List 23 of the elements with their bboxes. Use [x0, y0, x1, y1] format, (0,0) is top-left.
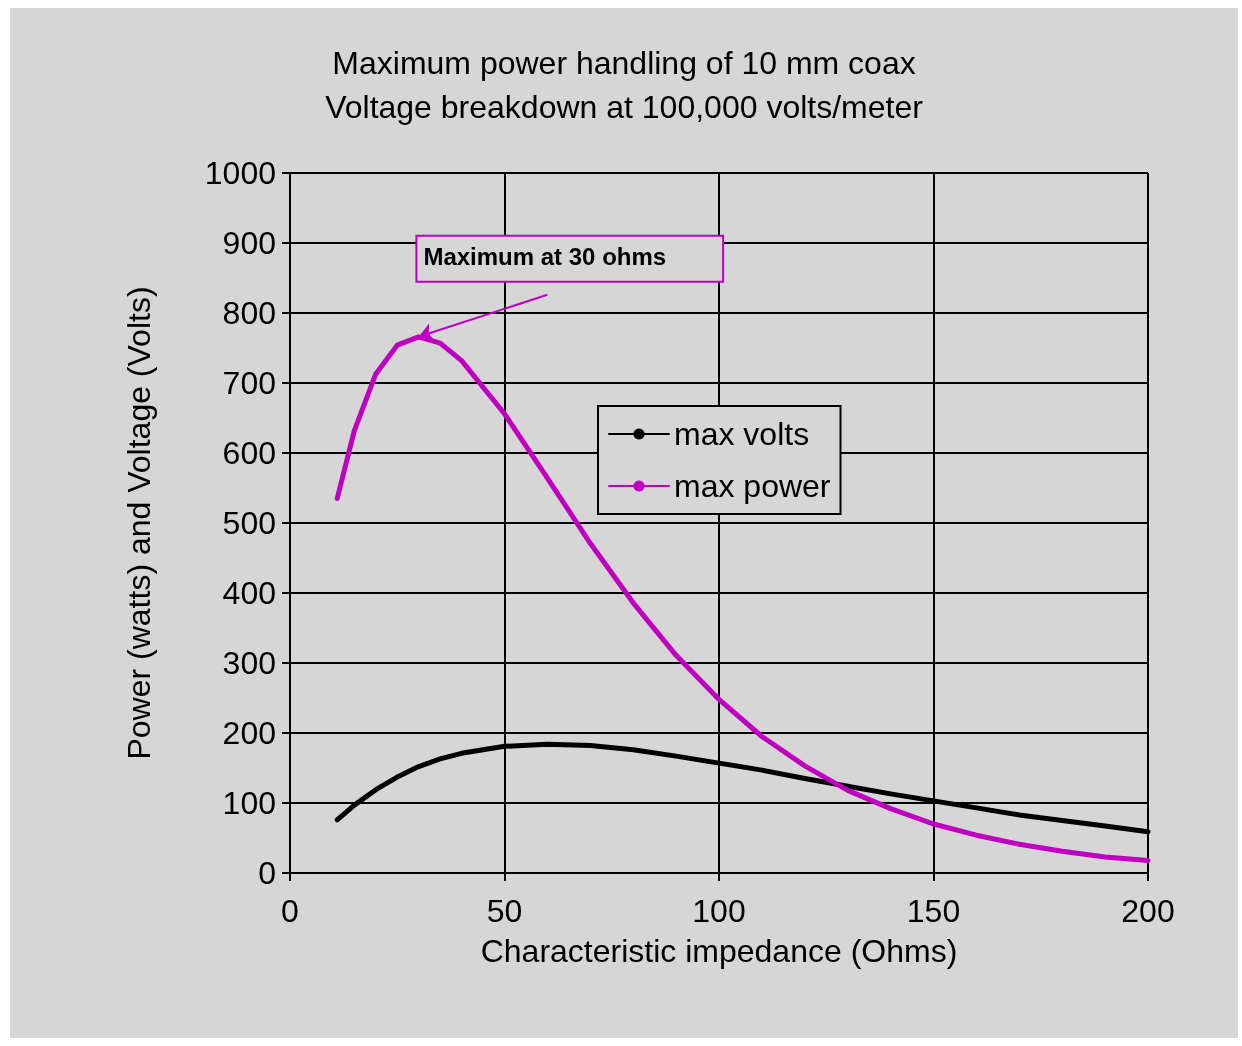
- y-tick-label: 200: [222, 715, 276, 751]
- y-axis-title: Power (watts) and Voltage (Volts): [121, 286, 157, 760]
- x-axis-title: Characteristic impedance (Ohms): [480, 933, 958, 969]
- x-tick-label: 150: [906, 893, 961, 929]
- x-tick-label: 0: [281, 893, 299, 929]
- chart-title: Maximum power handling of 10 mm coax: [332, 45, 916, 81]
- annotation: Maximum at 30 ohms: [423, 243, 667, 271]
- y-tick-label: 100: [222, 785, 276, 821]
- x-tick-label: 200: [1121, 893, 1175, 929]
- legend-label: max power: [674, 468, 831, 504]
- y-tick-label: 300: [222, 645, 276, 681]
- y-tick-label: 400: [222, 575, 276, 611]
- y-tick-label: 900: [222, 225, 276, 261]
- y-tick-label: 1000: [204, 155, 276, 191]
- x-tick-label: 100: [692, 893, 746, 929]
- y-tick-label: 700: [222, 365, 276, 401]
- y-tick-label: 800: [222, 295, 276, 331]
- chart-subtitle: Voltage breakdown at 100,000 volts/meter: [325, 89, 924, 125]
- y-tick-label: 0: [258, 855, 276, 891]
- y-tick-label: 500: [222, 505, 276, 541]
- x-tick-label: 50: [486, 893, 523, 929]
- legend-label: max volts: [674, 416, 810, 452]
- y-tick-label: 600: [222, 435, 276, 471]
